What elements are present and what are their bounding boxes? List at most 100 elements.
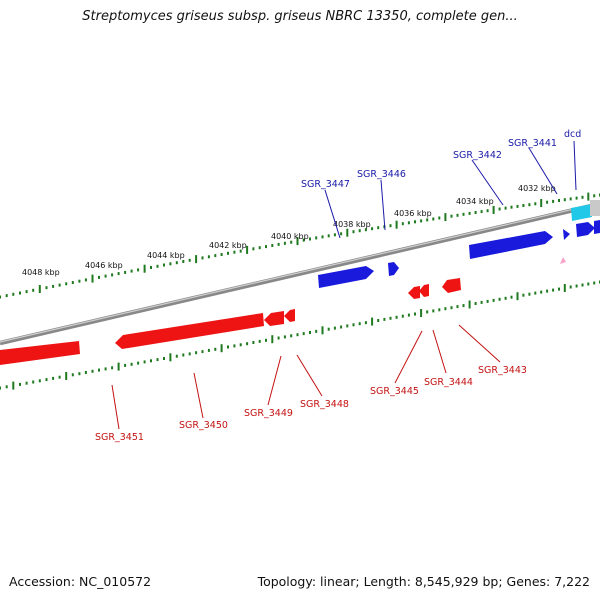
scale-tick-minor <box>214 347 217 351</box>
scale-tick-minor <box>98 275 100 279</box>
scale-tick-minor <box>104 274 107 278</box>
scale-tick-minor <box>124 270 127 274</box>
scale-tick-minor <box>169 262 172 266</box>
scale-tick-minor <box>426 218 429 222</box>
scale-tick-minor <box>581 283 584 287</box>
scale-tick-minor <box>504 296 507 300</box>
scale-tick-minor <box>492 298 495 302</box>
scale-tick-minor <box>58 283 61 287</box>
scale-tick-minor <box>389 224 392 228</box>
gene-highlight[interactable] <box>571 204 592 221</box>
scale-tick-minor <box>78 372 81 376</box>
scale-tick-major <box>346 228 349 237</box>
gene-arrow-sgr-3451[interactable] <box>0 341 80 365</box>
scale-tick-minor <box>302 238 305 242</box>
gene-label-sgr-3447[interactable]: SGR_3447 <box>301 179 350 190</box>
gene-label-sgr-3444[interactable]: SGR_3444 <box>424 377 473 388</box>
scale-tick-minor <box>395 315 398 319</box>
gene-label-sgr-3445[interactable]: SGR_3445 <box>370 386 419 397</box>
scale-tick-minor <box>383 317 386 321</box>
scale-tick-minor <box>207 348 210 352</box>
scale-tick-minor <box>569 285 572 289</box>
scale-tick-major <box>12 381 15 390</box>
scale-tick-minor <box>32 380 35 384</box>
scale-tick-minor <box>327 327 330 331</box>
scale-tick-minor <box>265 245 267 249</box>
gene-arrow-sgr-3447[interactable] <box>318 266 374 288</box>
scale-tick-minor <box>283 335 286 339</box>
scale-label: 4036 kbp <box>394 209 432 218</box>
scale-tick-minor <box>188 352 191 356</box>
gene-arrow-sgr-3450[interactable] <box>115 313 264 349</box>
reverse-gene-labels: SGR_3451 SGR_3450 SGR_3449 SGR_3448 SGR_… <box>95 324 527 443</box>
gene-label-sgr-3442[interactable]: SGR_3442 <box>453 150 502 161</box>
gene-arrow-edge[interactable] <box>594 220 600 234</box>
gene-arrow-sgr-3446[interactable] <box>388 262 399 276</box>
scale-tick-minor <box>19 291 21 295</box>
scale-tick-minor <box>45 378 48 382</box>
scale-tick-major <box>563 284 566 292</box>
scale-tick-minor <box>510 205 513 209</box>
leader-line <box>458 324 501 363</box>
gene-label-sgr-3446[interactable]: SGR_3446 <box>357 169 406 180</box>
scale-tick-major <box>246 245 249 254</box>
scale-label: 4042 kbp <box>209 241 247 250</box>
scale-tick-minor <box>201 350 204 354</box>
scale-tick-minor <box>420 219 423 223</box>
scale-tick-minor <box>130 362 133 366</box>
scale-tick-minor <box>52 284 55 288</box>
scale-tick-minor <box>546 200 549 204</box>
scale-label: 4046 kbp <box>85 261 123 270</box>
gene-label-sgr-3449[interactable]: SGR_3449 <box>244 408 293 419</box>
scale-tick-minor <box>358 229 361 233</box>
scale-tick-minor <box>84 371 87 374</box>
scale-tick-major <box>371 317 374 326</box>
gene-arrow-sgr-3442[interactable] <box>469 231 553 259</box>
scale-tick-minor <box>38 379 41 383</box>
gene-arrow-sgr-3448[interactable] <box>284 309 295 322</box>
scale-tick-minor <box>182 353 185 357</box>
gene-label-sgr-3443[interactable]: SGR_3443 <box>478 365 527 376</box>
scale-tick-major <box>195 255 198 264</box>
scale-tick-minor <box>315 329 318 333</box>
scale-tick-minor <box>534 291 537 295</box>
scale-tick-minor <box>558 199 560 202</box>
gene-arrow-sgr-3444[interactable] <box>419 284 429 297</box>
scale-tick-minor <box>516 204 519 208</box>
scale-tick-minor <box>563 198 566 202</box>
scale-tick-minor <box>117 272 120 276</box>
scale-tick-major <box>38 285 41 293</box>
gene-arrow-sgr-3449[interactable] <box>264 311 284 326</box>
scale-labels: 4048 kbp 4046 kbp 4044 kbp 4042 kbp 4040… <box>22 184 556 277</box>
scale-tick-minor <box>346 324 349 328</box>
scale-tick-minor <box>156 264 159 268</box>
scale-tick-major <box>420 309 423 317</box>
leader-line <box>296 354 323 397</box>
gene-label-sgr-3441[interactable]: SGR_3441 <box>508 138 557 149</box>
scale-tick-minor <box>456 305 459 309</box>
gene-arrow-dcd[interactable] <box>576 222 595 237</box>
scale-tick-minor <box>468 211 471 215</box>
reverse-genes <box>0 278 461 365</box>
gene-arrow-sgr-3445[interactable] <box>408 286 420 299</box>
scale-tick-minor <box>432 309 435 313</box>
scale-tick-minor <box>277 242 280 246</box>
scale-tick-minor <box>377 319 380 322</box>
gene-label-sgr-3451[interactable]: SGR_3451 <box>95 432 144 443</box>
gene-label-dcd[interactable]: dcd <box>564 129 581 140</box>
scale-tick-major <box>65 372 68 380</box>
gene-arrow-sgr-3443[interactable] <box>442 278 461 293</box>
scale-tick-minor <box>25 290 28 294</box>
gene-arrow-sgr-3441[interactable] <box>563 229 570 240</box>
scale-tick-minor <box>450 214 453 218</box>
scale-tick-minor <box>58 375 61 379</box>
scale-tick-minor <box>5 385 8 389</box>
scale-tick-minor <box>227 251 229 255</box>
scale-label: 4048 kbp <box>22 268 60 277</box>
gene-label-sgr-3450[interactable]: SGR_3450 <box>179 420 228 431</box>
scale-tick-minor <box>12 292 15 296</box>
gene-label-sgr-3448[interactable]: SGR_3448 <box>300 399 349 410</box>
leader-line <box>432 329 447 374</box>
scale-tick-minor <box>19 382 21 386</box>
